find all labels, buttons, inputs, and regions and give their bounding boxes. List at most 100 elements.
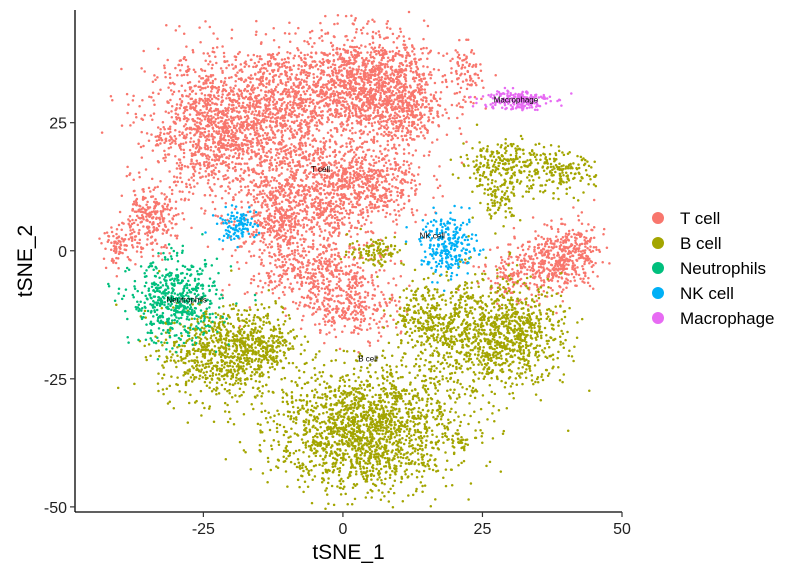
data-point bbox=[242, 138, 245, 142]
data-point bbox=[196, 182, 199, 185]
data-point bbox=[357, 65, 361, 68]
data-point bbox=[191, 192, 195, 196]
data-point bbox=[340, 107, 343, 111]
data-point bbox=[374, 78, 377, 81]
data-point bbox=[394, 213, 398, 216]
data-point bbox=[196, 111, 200, 115]
data-point bbox=[300, 194, 303, 197]
data-point bbox=[153, 74, 156, 77]
data-point bbox=[198, 26, 201, 29]
data-point bbox=[206, 123, 210, 127]
data-point bbox=[396, 194, 400, 198]
data-point bbox=[312, 182, 315, 185]
data-point bbox=[204, 144, 207, 147]
data-point bbox=[378, 78, 382, 82]
data-point bbox=[342, 59, 346, 62]
data-point bbox=[414, 149, 418, 152]
data-point bbox=[225, 97, 228, 100]
data-point bbox=[189, 140, 192, 144]
data-point bbox=[378, 43, 382, 47]
data-point bbox=[157, 161, 160, 164]
data-point bbox=[265, 142, 269, 146]
data-point bbox=[311, 90, 315, 94]
data-point bbox=[402, 83, 406, 87]
data-point bbox=[290, 185, 293, 188]
data-point bbox=[238, 50, 241, 54]
data-point bbox=[302, 85, 305, 89]
data-point bbox=[285, 144, 288, 147]
data-point bbox=[176, 234, 179, 237]
data-point bbox=[299, 56, 303, 60]
data-point bbox=[214, 145, 217, 148]
data-point bbox=[273, 216, 277, 220]
data-point bbox=[172, 90, 176, 94]
data-point bbox=[372, 117, 375, 120]
data-point bbox=[252, 198, 256, 202]
data-point bbox=[269, 116, 273, 120]
data-point bbox=[297, 26, 300, 30]
data-point bbox=[293, 212, 296, 215]
data-point bbox=[188, 67, 191, 71]
data-point bbox=[363, 158, 366, 161]
data-point bbox=[288, 176, 291, 179]
data-point bbox=[250, 89, 254, 92]
data-point bbox=[247, 96, 250, 100]
data-point bbox=[185, 119, 189, 123]
data-point bbox=[277, 75, 281, 78]
data-point bbox=[404, 173, 408, 176]
data-point bbox=[268, 103, 271, 106]
data-point bbox=[398, 115, 402, 119]
data-point bbox=[413, 57, 416, 61]
data-point bbox=[344, 209, 348, 212]
data-point bbox=[335, 72, 338, 75]
data-point bbox=[426, 129, 430, 132]
data-point bbox=[384, 147, 387, 151]
data-point bbox=[326, 66, 330, 69]
data-point bbox=[184, 141, 188, 144]
data-point bbox=[232, 198, 236, 201]
data-point bbox=[175, 167, 179, 170]
data-point bbox=[422, 65, 425, 68]
data-point bbox=[200, 111, 203, 115]
data-point bbox=[305, 158, 308, 162]
data-point bbox=[260, 82, 263, 86]
data-point bbox=[354, 110, 358, 114]
data-point bbox=[363, 189, 366, 193]
data-point bbox=[395, 37, 399, 40]
data-point bbox=[299, 129, 303, 133]
data-point bbox=[312, 159, 316, 162]
data-point bbox=[189, 162, 193, 166]
data-point bbox=[319, 155, 322, 158]
data-point bbox=[306, 97, 309, 101]
data-point bbox=[157, 138, 161, 142]
data-point bbox=[366, 108, 369, 112]
data-point bbox=[202, 134, 205, 137]
data-point bbox=[247, 147, 250, 150]
data-point bbox=[251, 170, 255, 174]
data-point bbox=[329, 107, 332, 111]
data-point bbox=[296, 47, 299, 50]
data-point bbox=[198, 171, 201, 175]
data-point bbox=[172, 175, 176, 178]
data-point bbox=[170, 192, 174, 196]
data-point bbox=[314, 82, 318, 85]
data-point bbox=[296, 229, 300, 233]
data-point bbox=[189, 131, 192, 135]
data-point bbox=[285, 74, 288, 77]
data-point bbox=[430, 73, 433, 77]
data-point bbox=[361, 216, 365, 219]
data-point bbox=[272, 78, 275, 82]
data-point bbox=[202, 105, 205, 108]
data-point bbox=[411, 50, 414, 53]
data-point bbox=[331, 231, 335, 234]
data-point bbox=[204, 20, 207, 23]
data-point bbox=[261, 189, 265, 193]
data-point bbox=[392, 73, 396, 77]
data-point bbox=[275, 85, 278, 89]
data-point bbox=[334, 200, 338, 203]
data-point bbox=[333, 63, 337, 67]
data-point bbox=[240, 93, 243, 96]
data-point bbox=[237, 102, 241, 105]
data-point bbox=[291, 133, 294, 137]
data-point bbox=[298, 184, 301, 188]
